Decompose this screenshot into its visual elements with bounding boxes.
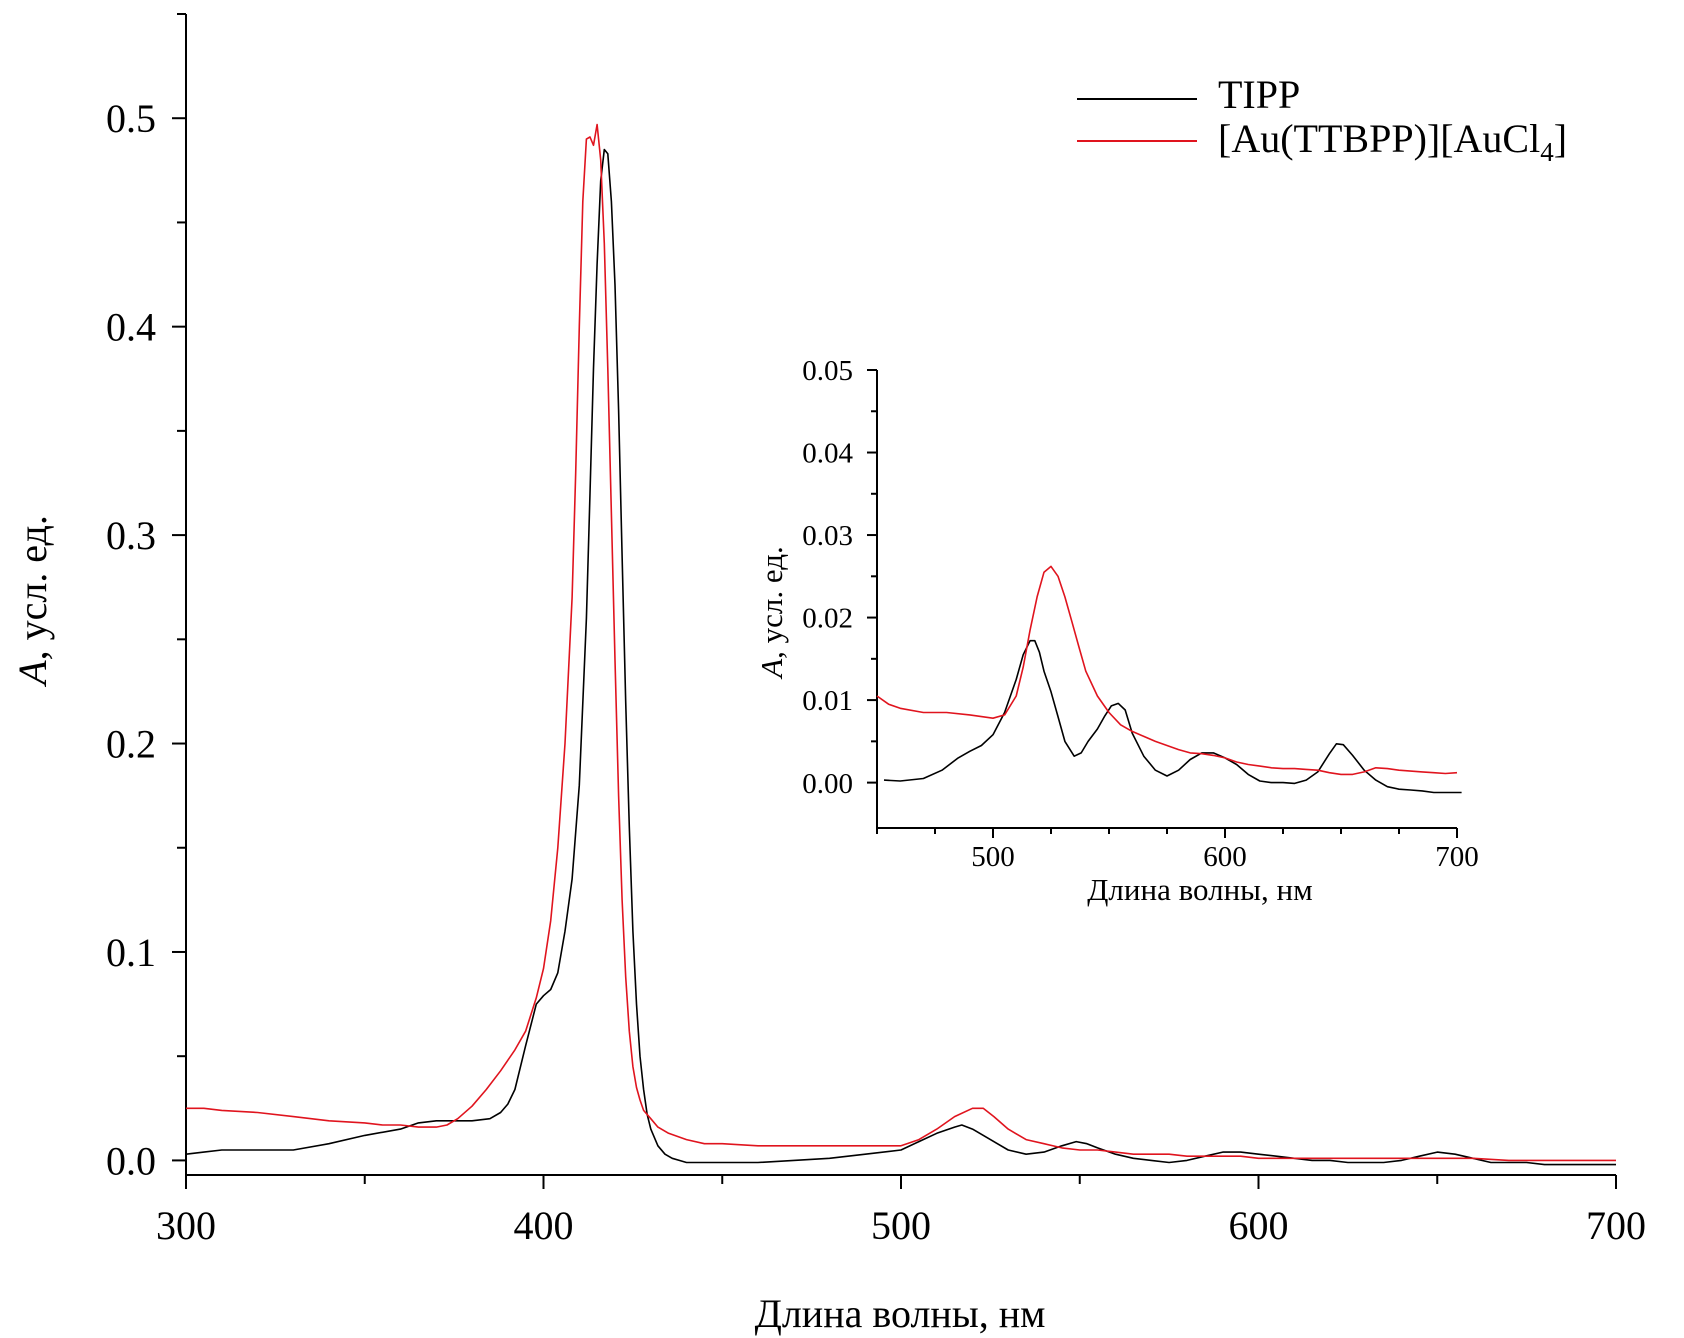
main-plot: 300 400 500 600 700 0.0 0.1 0.2 0.3 0.4 0.5 Длина … [10,13,1646,1336]
main-x-tick-label: 400 [514,1203,574,1248]
main-x-tick-label: 500 [871,1203,931,1248]
main-x-axis-title: Длина волны, нм [755,1291,1046,1336]
inset-y-tick-label: 0.00 [802,768,853,800]
main-y-tick-label: 0.2 [106,722,156,767]
inset-series [876,565,1462,794]
inset-y-axis-title-unit: , усл. ед. [754,546,789,659]
inset-plot: 500 600 700 0.00 0.01 0.02 0.03 0.04 0.05 Длина … [754,355,1479,907]
main-y-tick-label: 0.0 [106,1138,156,1183]
main-y-tick-label: 0.3 [106,513,156,558]
main-y-tick-label: 0.4 [106,305,156,350]
main-y-tick-label: 0.1 [106,930,156,975]
inset-ticks: 500 600 700 0.00 0.01 0.02 0.03 0.04 0.05 [802,355,1479,873]
main-y-tick-label: 0.5 [106,96,156,141]
inset-series-au-ttbpp [876,565,1458,776]
inset-x-axis-title: Длина волны, нм [1087,872,1312,907]
inset-y-axis-title-symbol: A [754,658,789,680]
main-y-axis-title-unit: , усл. ед. [10,515,55,660]
legend-label-tipp: TIPP [1218,72,1300,117]
inset-y-tick-label: 0.02 [802,603,853,635]
main-x-tick-label: 700 [1586,1203,1646,1248]
inset-y-tick-label: 0.04 [802,438,853,470]
main-series-tipp [185,148,1616,1166]
inset-y-tick-label: 0.03 [802,520,853,552]
inset-x-tick-label: 600 [1203,841,1247,873]
inset-x-tick-label: 700 [1435,841,1479,873]
main-ticks: 300 400 500 600 700 0.0 0.1 0.2 0.3 0.4 0.5 [106,13,1646,1248]
legend: TIPP [Au(TTBPP)][AuCl4] [1077,72,1567,167]
legend-label-au-ttbpp-end: ] [1554,116,1567,161]
legend-label-au-ttbpp-main: [Au(TTBPP)][AuCl [1218,116,1540,161]
main-series-au-ttbpp [186,123,1616,1162]
legend-label-au-ttbpp-subscript: 4 [1540,137,1554,167]
inset-y-tick-label: 0.01 [802,685,853,717]
main-x-tick-label: 300 [156,1203,216,1248]
main-y-axis-title-symbol: A [10,660,55,688]
inset-series-tipp [883,639,1462,794]
legend-label-au-ttbpp: [Au(TTBPP)][AuCl4] [1218,116,1567,167]
inset-y-axis-title: A, усл. ед. [754,546,789,680]
inset-x-tick-label: 500 [971,841,1015,873]
inset-y-tick-label: 0.05 [802,355,853,387]
main-series [185,123,1616,1166]
main-x-tick-label: 600 [1229,1203,1289,1248]
main-y-axis-title: A, усл. ед. [10,515,55,688]
